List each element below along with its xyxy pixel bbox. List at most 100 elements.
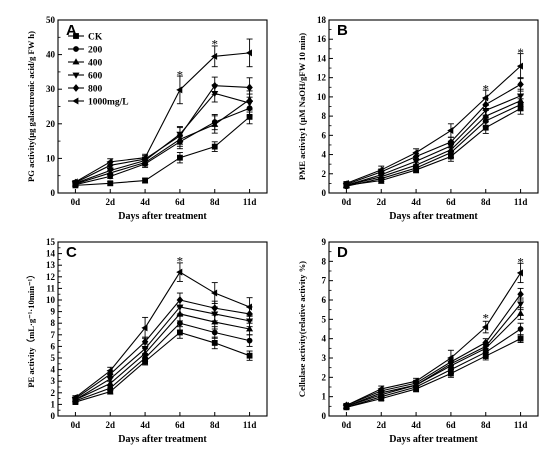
- series-line: [75, 313, 250, 401]
- series-triangle-down: [71, 299, 254, 404]
- x-tick-label: 6d: [175, 420, 185, 430]
- legend-entry: 400: [88, 59, 103, 69]
- y-tick-label: 4: [322, 150, 327, 160]
- x-tick-label: 0d: [342, 197, 352, 207]
- x-tick-label: 4d: [140, 197, 150, 207]
- data-point: [342, 401, 349, 409]
- data-point: [107, 385, 114, 392]
- data-point: [211, 329, 218, 336]
- y-tick-label: 0: [322, 188, 327, 198]
- series-line: [75, 299, 250, 400]
- significance-star: *: [517, 254, 524, 269]
- x-tick-label: 0d: [71, 197, 81, 207]
- panel-letter: A: [66, 22, 77, 39]
- series-circle: [72, 315, 253, 404]
- data-point: [141, 337, 149, 346]
- y-tick-label: 9: [51, 307, 56, 317]
- data-point: [482, 94, 489, 102]
- y-tick-label: 20: [46, 119, 56, 129]
- plot-frame: [328, 241, 539, 417]
- x-axis-label: Days after treatment: [118, 211, 207, 222]
- y-tick-label: 1: [322, 392, 327, 402]
- series-line: [75, 116, 250, 186]
- data-point: [482, 323, 489, 331]
- data-point: [447, 354, 454, 362]
- series-line: [75, 331, 250, 403]
- plot-frame: [57, 241, 268, 417]
- data-point: [447, 138, 455, 146]
- data-point: [106, 367, 113, 375]
- significance-star: *: [212, 36, 219, 51]
- data-point: [177, 154, 183, 161]
- series-triangle-left: [71, 262, 253, 401]
- data-point: [246, 337, 253, 344]
- series-triangle-left: [342, 53, 524, 187]
- x-tick-label: 11d: [243, 420, 257, 430]
- data-point: [71, 178, 78, 186]
- y-tick-label: 6: [322, 295, 327, 305]
- data-point: [211, 304, 219, 312]
- data-point: [246, 100, 254, 107]
- data-point: [107, 180, 114, 187]
- series-line: [75, 52, 250, 183]
- x-tick-label: 8d: [481, 197, 491, 207]
- series-line: [346, 272, 522, 406]
- legend-marker: [73, 33, 79, 39]
- legend-entry: CK: [88, 33, 103, 43]
- data-point: [176, 86, 183, 94]
- data-point: [377, 166, 384, 174]
- series-line: [346, 328, 521, 408]
- series-line: [346, 104, 521, 187]
- x-tick-label: 2d: [105, 197, 115, 207]
- x-tick-label: 8d: [481, 420, 491, 430]
- series-line: [75, 85, 250, 184]
- x-axis-label: Days after treatment: [389, 434, 478, 445]
- y-tick-label: 12: [46, 272, 56, 282]
- data-point: [211, 52, 218, 60]
- series-line: [346, 338, 521, 408]
- data-point: [176, 268, 183, 276]
- data-point: [377, 385, 384, 393]
- panel-letter: B: [337, 22, 348, 39]
- legend-marker: [73, 46, 79, 52]
- series-triangle-down: [342, 297, 525, 411]
- data-point: [517, 309, 525, 316]
- y-tick-label: 14: [46, 249, 56, 259]
- data-point: [246, 352, 253, 359]
- x-tick-label: 4d: [411, 420, 421, 430]
- series-line: [75, 271, 250, 398]
- y-tick-label: 12: [317, 73, 327, 83]
- series-line: [346, 107, 521, 186]
- data-point: [176, 132, 184, 140]
- data-point: [211, 318, 219, 325]
- x-tick-label: 2d: [105, 420, 115, 430]
- y-tick-label: 0: [51, 411, 56, 421]
- y-tick-label: 8: [322, 256, 327, 266]
- y-tick-label: 15: [46, 237, 56, 247]
- legend-marker: [72, 72, 80, 79]
- data-point: [447, 127, 454, 135]
- y-tick-label: 8: [322, 111, 327, 121]
- y-tick-label: 8: [51, 318, 56, 328]
- y-tick-label: 13: [46, 260, 56, 270]
- x-axis-label: Days after treatment: [118, 434, 207, 445]
- y-tick-label: 10: [46, 295, 56, 305]
- y-tick-label: 5: [51, 353, 56, 363]
- data-point: [412, 377, 419, 385]
- x-tick-label: 11d: [514, 420, 528, 430]
- legend: CK 200 400 600 800 1000mg/L: [68, 33, 129, 108]
- data-point: [141, 154, 148, 162]
- data-point: [106, 379, 114, 386]
- legend-marker: [72, 84, 80, 92]
- data-point: [177, 320, 183, 327]
- y-tick-label: 2: [322, 372, 327, 382]
- y-tick-label: 4: [51, 365, 56, 375]
- panel-letter: C: [66, 244, 77, 261]
- significance-star: *: [177, 68, 184, 83]
- y-tick-label: 14: [317, 53, 327, 63]
- legend-entry: 200: [88, 46, 103, 56]
- y-tick-label: 18: [317, 15, 327, 25]
- y-tick-label: 2: [51, 388, 56, 398]
